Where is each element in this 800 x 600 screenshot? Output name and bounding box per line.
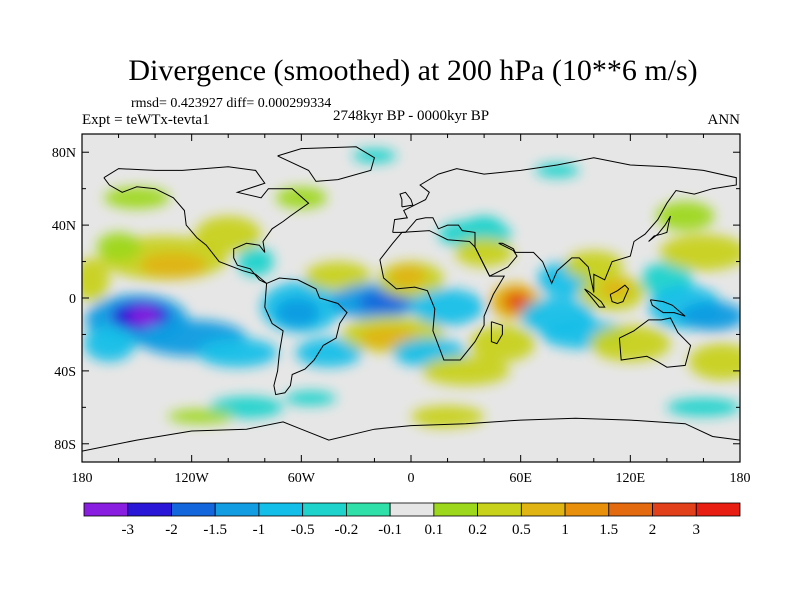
x-axis: 180 120W 60W 0 60E 120E 180: [72, 134, 751, 486]
coastline-africa: [379, 230, 506, 361]
colorbar-swatch: [258, 502, 304, 517]
coastline-uk: [399, 191, 414, 208]
x-tick-label: 0: [408, 471, 415, 486]
colorbar-swatch: [608, 502, 653, 517]
colorbar-label: 2: [649, 522, 657, 538]
field-blob: [167, 409, 234, 424]
field-blob: [275, 186, 327, 209]
colorbar-label: -0.5: [291, 522, 315, 538]
field-blob: [421, 356, 510, 386]
period-label: 2748kyr BP - 0000kyr BP: [333, 108, 489, 124]
coastline-antarctica: [82, 417, 740, 452]
colorbar-label: 0.2: [468, 522, 487, 538]
colorbar-swatch: [345, 502, 391, 517]
field-blob: [411, 288, 485, 326]
field-blob: [465, 216, 503, 235]
field-blob: [352, 148, 397, 164]
colorbar-swatch: [564, 502, 610, 517]
x-tick-label: 120W: [175, 471, 210, 486]
x-tick-label: 180: [730, 471, 751, 486]
colorbar-swatch: [695, 502, 741, 517]
coastline-greenland: [277, 146, 375, 182]
field-blob: [509, 296, 525, 308]
coastline-japan: [648, 215, 671, 242]
field-blob: [454, 237, 514, 268]
colorbar-label: -0.1: [378, 522, 402, 538]
colorbar-label: 0.1: [424, 522, 443, 538]
season-label: ANN: [708, 112, 741, 128]
coastline-north-america: [103, 166, 310, 284]
field-blob: [82, 257, 110, 302]
field-blob: [284, 390, 337, 406]
coastlines: [82, 146, 740, 452]
colorbar-label: 1.5: [599, 522, 618, 538]
colorbar-label: 0.5: [512, 522, 531, 538]
field-blob: [140, 252, 207, 278]
y-tick-label: 80N: [52, 146, 76, 161]
field-blob: [195, 216, 262, 253]
field-blob: [679, 301, 740, 331]
y-tick-label: 80S: [54, 438, 76, 453]
field-blob: [304, 261, 371, 291]
colorbar-swatch: [477, 502, 522, 517]
field-blob: [666, 398, 740, 417]
field-blob: [237, 246, 274, 277]
map-panel: [81, 133, 741, 463]
coastline-borneo: [609, 284, 630, 305]
field-blob: [197, 338, 278, 368]
field-blob: [275, 298, 320, 328]
y-tick-label: 40S: [54, 365, 76, 380]
field-blob: [659, 234, 740, 271]
colorbar-swatch: [433, 502, 479, 517]
field-blob: [420, 416, 457, 428]
x-tick-label: 120E: [616, 471, 646, 486]
field-blob: [601, 279, 631, 298]
colorbar-swatch: [171, 502, 216, 517]
x-tick-label: 180: [72, 471, 93, 486]
field-blob: [96, 232, 141, 262]
colorbar-swatch: [652, 502, 697, 517]
colorbar-label: -1: [253, 522, 266, 538]
colorbar-swatch: [214, 502, 260, 517]
stats-line: rmsd= 0.423927 diff= 0.000299334: [131, 96, 331, 111]
field-blob: [129, 307, 159, 326]
field-blob: [295, 338, 362, 368]
colorbar-label: -3: [121, 522, 134, 538]
coastline-south-america: [264, 277, 348, 396]
field-blob: [83, 325, 136, 362]
field-blob: [469, 325, 536, 362]
colorbar: -3 -2 -1.5 -1 -0.5 -0.2 -0.1 0.1 0.2 0.5 1 1.5 2 3: [83, 502, 741, 538]
coastline-new-guinea: [649, 299, 686, 317]
colorbar-label: -1.5: [203, 522, 227, 538]
colorbar-label: -0.2: [335, 522, 359, 538]
field-blob: [103, 186, 170, 209]
colorbar-swatch: [520, 502, 566, 517]
coastline-europe-asia: [392, 157, 737, 293]
colorbar-label: 3: [693, 522, 701, 538]
field-blob: [688, 343, 740, 380]
y-axis: 80N 40N 0 40S 80S: [52, 146, 740, 453]
x-tick-label: 60W: [288, 471, 316, 486]
colorbar-swatch: [83, 502, 129, 517]
coastline-sumatra: [584, 288, 606, 308]
colorbar-swatch: [302, 502, 347, 517]
field-blob: [357, 290, 410, 313]
field-blob: [655, 201, 715, 231]
colorbar-swatch: [389, 502, 435, 517]
colorbar-label: 1: [561, 522, 569, 538]
chart-title: Divergence (smoothed) at 200 hPa (10**6 …: [128, 54, 697, 87]
y-tick-label: 0: [69, 292, 76, 307]
colorbar-swatch: [127, 502, 172, 517]
field-blob: [590, 325, 671, 362]
x-tick-label: 60E: [509, 471, 532, 486]
y-tick-label: 40N: [52, 219, 76, 234]
coastline-madagascar: [490, 321, 503, 345]
experiment-label: Expt = teWTx-tevta1: [82, 112, 210, 128]
field-blob: [389, 265, 426, 288]
colorbar-label: -2: [165, 522, 178, 538]
coastline-australia: [618, 317, 692, 368]
